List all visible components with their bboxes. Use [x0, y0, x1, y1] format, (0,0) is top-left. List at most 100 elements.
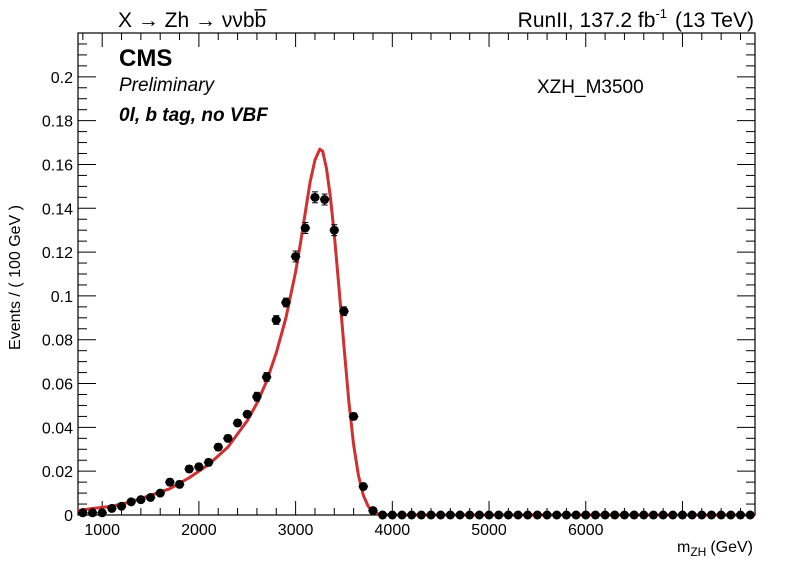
- data-marker: [136, 495, 146, 505]
- data-marker: [445, 510, 455, 520]
- data-point: [136, 495, 146, 505]
- data-point: [745, 510, 755, 520]
- data-point: [571, 510, 581, 520]
- data-marker: [165, 477, 175, 487]
- data-point: [687, 510, 697, 520]
- data-point: [213, 442, 224, 452]
- data-point: [194, 462, 204, 472]
- data-marker: [368, 506, 378, 516]
- data-marker: [252, 392, 262, 402]
- data-marker: [629, 510, 639, 520]
- data-marker: [184, 464, 194, 474]
- y-tick-label: 0: [64, 508, 73, 525]
- data-marker: [397, 510, 407, 520]
- data-point: [368, 506, 378, 516]
- data-marker: [320, 195, 330, 205]
- y-tick-label: 0.14: [42, 201, 73, 218]
- data-marker: [107, 503, 117, 513]
- data-point: [522, 510, 533, 520]
- x-tick-label: 5000: [471, 522, 507, 539]
- data-marker: [571, 510, 581, 520]
- data-marker: [155, 488, 165, 498]
- y-tick-label: 0.08: [42, 333, 73, 350]
- chart-title-right: RunII, 137.2 fb-1 (13 TeV): [518, 6, 754, 32]
- data-marker: [590, 510, 600, 520]
- data-marker: [378, 510, 388, 520]
- data-marker: [677, 510, 687, 520]
- data-point: [165, 477, 175, 487]
- data-point: [252, 391, 262, 402]
- sample-label: XZH_M3500: [537, 77, 644, 98]
- y-tick-label: 0.04: [42, 420, 73, 437]
- lumi-text: RunII, 137.2 fb: [518, 9, 656, 32]
- data-point: [358, 482, 369, 492]
- data-point: [232, 418, 243, 428]
- data-point: [474, 510, 485, 520]
- data-marker: [745, 510, 755, 520]
- x-tick-label: 6000: [568, 522, 604, 539]
- x-axis-title-sub: ZH: [690, 545, 706, 559]
- x-axis-title-unit: (GeV): [710, 539, 753, 556]
- data-marker: [387, 510, 397, 520]
- data-marker: [358, 482, 368, 492]
- data-marker: [204, 457, 214, 467]
- y-tick-label: 0.12: [42, 245, 73, 262]
- data-point: [580, 510, 591, 520]
- data-point: [116, 501, 127, 511]
- data-marker: [455, 510, 465, 520]
- fit-layer: [77, 147, 755, 517]
- data-point: [300, 222, 311, 234]
- x-axis-title-main: m: [677, 539, 690, 556]
- data-point: [725, 510, 736, 520]
- data-point: [126, 497, 137, 507]
- data-point: [677, 510, 688, 520]
- data-point: [696, 510, 707, 520]
- data-marker: [126, 497, 136, 507]
- data-point: [493, 510, 504, 520]
- data-marker: [310, 192, 320, 202]
- category-label: 0l, b tag, no VBF: [119, 105, 269, 126]
- data-point: [223, 433, 233, 443]
- data-marker: [300, 223, 310, 233]
- data-marker: [542, 510, 552, 520]
- data-point: [203, 457, 214, 467]
- data-point: [339, 306, 349, 317]
- data-marker: [716, 510, 726, 520]
- x-tick-label: 1000: [84, 522, 120, 539]
- data-point: [542, 510, 552, 520]
- data-marker: [494, 510, 504, 520]
- x-tick-label: 2000: [181, 522, 217, 539]
- data-point: [242, 409, 253, 419]
- data-marker: [281, 297, 291, 307]
- data-marker: [117, 501, 127, 511]
- data-marker: [484, 510, 494, 520]
- axis-ticks: [78, 32, 755, 516]
- data-point: [600, 510, 610, 520]
- data-marker: [271, 315, 281, 325]
- data-marker: [407, 510, 417, 520]
- x-tick-label: 3000: [278, 522, 314, 539]
- data-marker: [648, 510, 658, 520]
- data-marker: [600, 510, 610, 520]
- data-marker: [658, 510, 668, 520]
- y-tick-label: 0.06: [42, 377, 73, 394]
- fit-curve: [77, 147, 755, 517]
- data-marker: [552, 510, 562, 520]
- data-point: [532, 510, 543, 520]
- data-marker: [175, 479, 185, 489]
- data-point: [609, 510, 620, 520]
- data-point: [455, 510, 465, 520]
- data-marker: [735, 510, 745, 520]
- y-tick-label: 0.18: [42, 114, 73, 131]
- data-point: [716, 510, 726, 520]
- data-marker: [329, 225, 339, 235]
- y-tick-label: 0.16: [42, 157, 73, 174]
- data-point: [561, 510, 572, 520]
- data-marker: [291, 251, 301, 261]
- data-marker: [78, 508, 88, 518]
- data-marker: [349, 411, 359, 421]
- data-marker: [513, 510, 523, 520]
- data-point: [184, 464, 195, 474]
- data-marker: [426, 510, 436, 520]
